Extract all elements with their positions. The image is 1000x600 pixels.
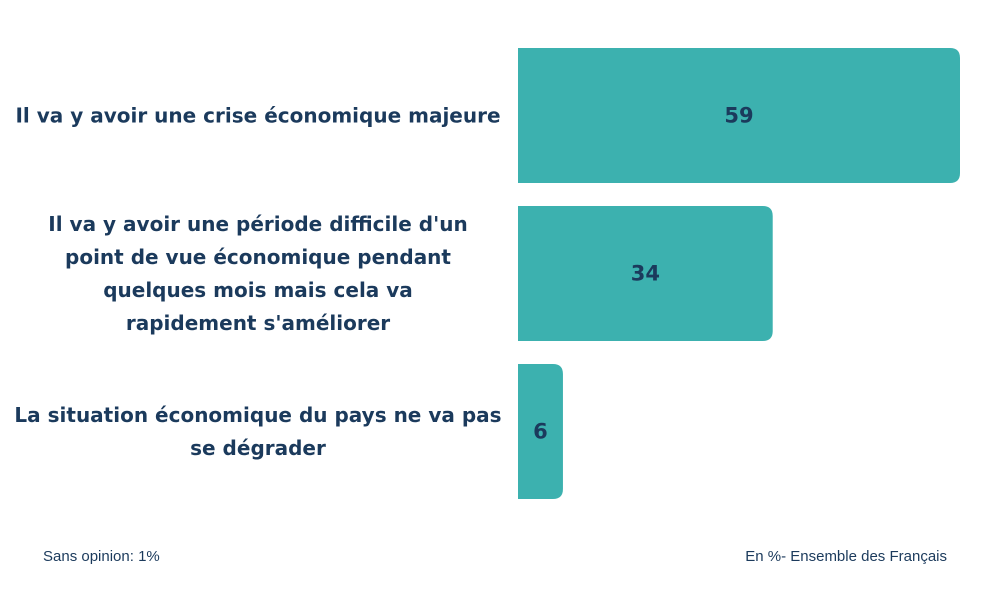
bar-3 bbox=[518, 364, 563, 499]
bar-value-label-1: 59 bbox=[724, 104, 753, 128]
category-label-3: La situation économique du pays ne va pa… bbox=[8, 399, 508, 465]
bar-value-label-3: 6 bbox=[533, 420, 548, 444]
category-label-line: Il va y avoir une période difficile d'un bbox=[48, 211, 468, 236]
category-label-line: se dégrader bbox=[190, 435, 326, 460]
category-label-line: La situation économique du pays ne va pa… bbox=[14, 402, 502, 427]
category-label-line: rapidement s'améliorer bbox=[125, 310, 391, 335]
scope-note: En %- Ensemble des Français bbox=[745, 548, 947, 565]
no-opinion-note: Sans opinion: 1% bbox=[43, 548, 160, 565]
category-label-line: point de vue économique pendant bbox=[65, 244, 451, 269]
category-label-1: Il va y avoir une crise économique majeu… bbox=[8, 99, 508, 132]
bar-2 bbox=[518, 206, 773, 341]
bar-1 bbox=[518, 48, 960, 183]
category-label-line: quelques mois mais cela va bbox=[103, 277, 413, 302]
category-label-line: Il va y avoir une crise économique majeu… bbox=[15, 103, 501, 127]
bar-value-label-2: 34 bbox=[631, 262, 660, 286]
category-label-2: Il va y avoir une période difficile d'un… bbox=[8, 208, 508, 340]
